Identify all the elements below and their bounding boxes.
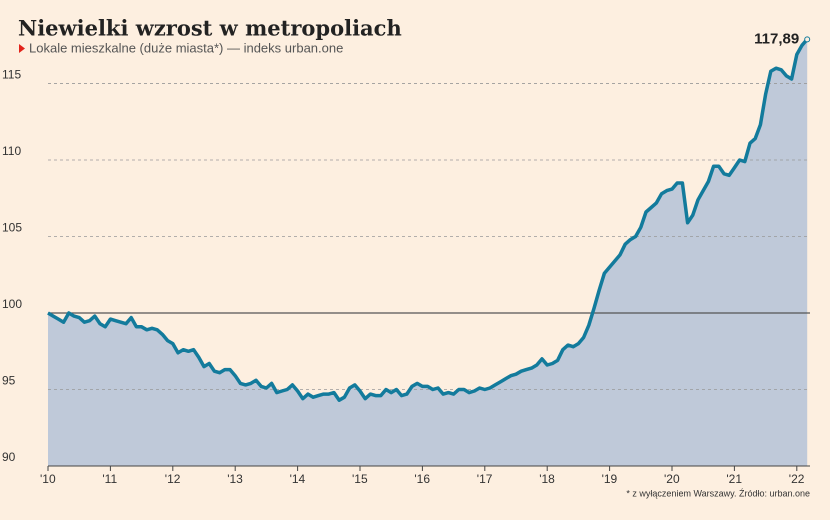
x-tick-label: '21	[726, 472, 742, 486]
chart-subtitle: Lokale mieszkalne (duże miasta*) — indek…	[29, 40, 343, 55]
y-tick-label: 110	[2, 144, 21, 158]
x-tick-label: '20	[664, 472, 680, 486]
x-tick-label: '17	[477, 472, 493, 486]
x-tick-label: '18	[539, 472, 555, 486]
y-tick-label: 115	[2, 68, 21, 82]
line	[47, 38, 809, 402]
y-tick-label: 100	[2, 297, 22, 311]
x-tick-label: '13	[227, 472, 243, 486]
y-tick-label: 95	[2, 374, 16, 388]
chart-title: Niewielki wzrost w metropoliach	[18, 16, 402, 41]
x-tick-label: '19	[602, 472, 618, 486]
source-note: * z wyłączeniem Warszawy. Źródło: urban.…	[626, 488, 810, 498]
x-tick-label: '15	[352, 472, 368, 486]
y-tick-label: 90	[2, 450, 16, 464]
subtitle-marker	[19, 44, 25, 53]
x-tick-label: '16	[414, 472, 430, 486]
area	[48, 39, 808, 467]
x-tick-label: '10	[40, 472, 56, 486]
end-point	[804, 36, 811, 43]
x-tick-label: '11	[102, 472, 117, 486]
x-tick-label: '14	[290, 472, 306, 486]
value-label: 117,89	[754, 30, 799, 47]
x-tick-label: '12	[165, 472, 181, 486]
y-tick-label: 105	[2, 221, 22, 235]
x-tick-label: '22	[789, 472, 805, 486]
